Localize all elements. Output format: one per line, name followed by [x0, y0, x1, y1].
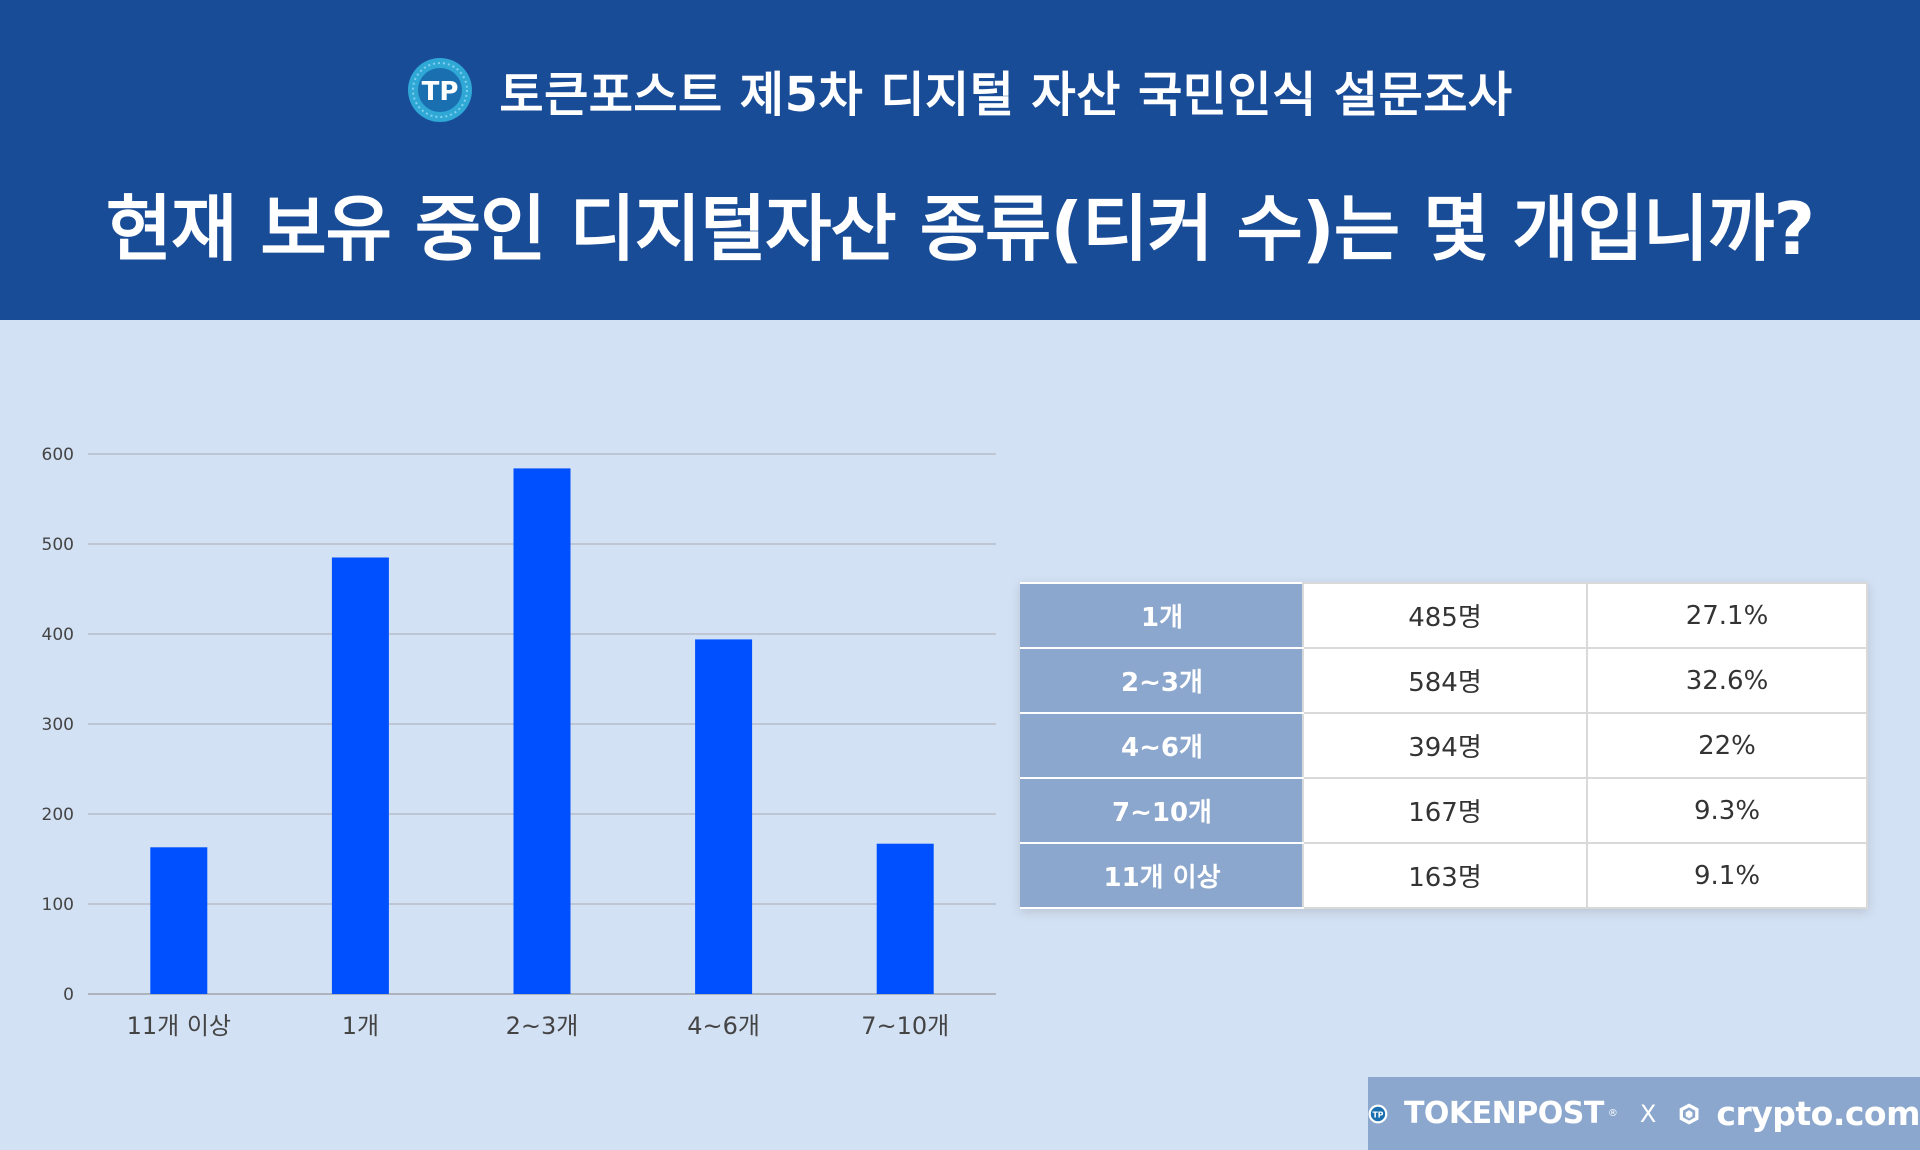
bar [513, 468, 571, 994]
row-percent: 9.1% [1586, 842, 1868, 909]
tokenpost-logo-icon: TP [1368, 1104, 1388, 1123]
row-count: 485명 [1302, 582, 1588, 649]
y-tick-label: 200 [42, 805, 74, 825]
x-tick-label: 11개 이상 [127, 1012, 231, 1040]
crypto-com-wordmark: crypto.com [1716, 1094, 1920, 1133]
brand-separator: X [1639, 1099, 1657, 1128]
table-row: 2~3개 584명 32.6% [1020, 647, 1868, 714]
y-tick-label: 100 [42, 895, 74, 915]
row-count: 394명 [1302, 712, 1588, 779]
footer-brand-bar: TP TOKENPOST ® X crypto.com [1368, 1077, 1920, 1150]
table-row: 7~10개 167명 9.3% [1020, 777, 1868, 844]
row-count: 167명 [1302, 777, 1588, 844]
row-percent: 9.3% [1586, 777, 1868, 844]
chart-bars [150, 468, 934, 994]
bar [150, 847, 208, 994]
crypto-com-logo-icon [1679, 1102, 1699, 1125]
table-row: 1개 485명 27.1% [1020, 582, 1868, 649]
header-banner: TP 토큰포스트 제5차 디지털 자산 국민인식 설문조사 현재 보유 중인 디… [0, 0, 1920, 320]
bar [331, 557, 389, 994]
tokenpost-wordmark: TOKENPOST [1403, 1096, 1604, 1131]
y-tick-label: 0 [63, 985, 74, 1005]
y-axis-ticks: 0 100 200 300 400 500 600 [42, 445, 74, 1005]
row-category: 11개 이상 [1020, 842, 1304, 909]
x-axis-ticks: 11개 이상 1개 2~3개 4~6개 7~10개 [127, 1012, 950, 1040]
x-tick-label: 2~3개 [506, 1012, 579, 1040]
y-tick-label: 300 [42, 715, 74, 735]
bar [876, 843, 934, 994]
survey-subtitle: 토큰포스트 제5차 디지털 자산 국민인식 설문조사 [499, 67, 1513, 123]
subtitle-row: TP 토큰포스트 제5차 디지털 자산 국민인식 설문조사 [0, 52, 1920, 128]
row-category: 7~10개 [1020, 777, 1304, 844]
svg-text:TP: TP [1372, 1110, 1383, 1119]
row-percent: 32.6% [1586, 647, 1868, 714]
bar [695, 639, 753, 994]
x-tick-label: 1개 [342, 1012, 379, 1040]
row-category: 2~3개 [1020, 647, 1304, 714]
tokenpost-logo-icon: TP [408, 58, 473, 122]
x-tick-label: 7~10개 [861, 1012, 949, 1040]
row-count: 584명 [1302, 647, 1588, 714]
registered-mark: ® [1607, 1108, 1618, 1119]
question-title: 현재 보유 중인 디지털자산 종류(티커 수)는 몇 개입니까? [105, 187, 1815, 271]
row-percent: 27.1% [1586, 582, 1868, 649]
row-count: 163명 [1302, 842, 1588, 909]
svg-text:TP: TP [422, 77, 459, 107]
y-tick-label: 500 [42, 535, 74, 555]
row-category: 1개 [1020, 582, 1304, 649]
row-category: 4~6개 [1020, 712, 1304, 779]
table-row: 4~6개 394명 22% [1020, 712, 1868, 779]
x-tick-label: 4~6개 [687, 1012, 760, 1040]
row-percent: 22% [1586, 712, 1868, 779]
results-table: 1개 485명 27.1% 2~3개 584명 32.6% 4~6개 394명 … [1020, 582, 1868, 909]
table-row: 11개 이상 163명 9.1% [1020, 842, 1868, 909]
y-tick-label: 400 [42, 625, 74, 645]
y-tick-label: 600 [42, 445, 74, 465]
bar-chart: 0 100 200 300 400 500 600 11개 이상 1개 2~3개 4~6개 7~10… [42, 445, 996, 1040]
